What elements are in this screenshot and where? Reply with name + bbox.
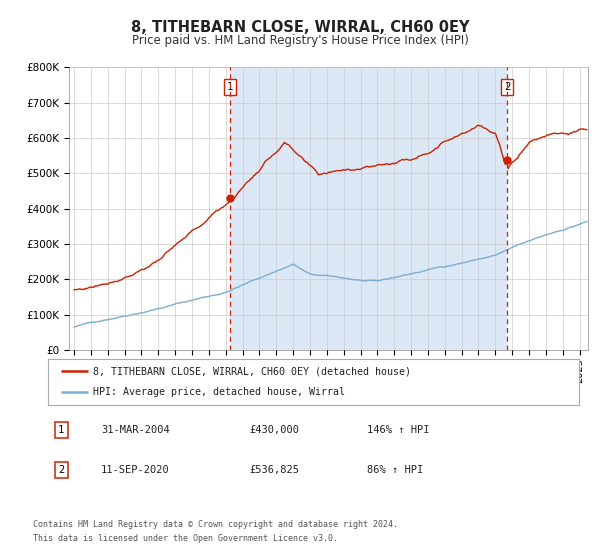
Text: 2: 2	[58, 465, 64, 475]
Text: 31-MAR-2004: 31-MAR-2004	[101, 425, 170, 435]
Text: 86% ↑ HPI: 86% ↑ HPI	[367, 465, 423, 475]
Text: This data is licensed under the Open Government Licence v3.0.: This data is licensed under the Open Gov…	[33, 534, 338, 543]
Text: £430,000: £430,000	[250, 425, 300, 435]
Text: 8, TITHEBARN CLOSE, WIRRAL, CH60 0EY: 8, TITHEBARN CLOSE, WIRRAL, CH60 0EY	[131, 20, 469, 35]
Bar	[230, 67, 507, 350]
Text: Price paid vs. HM Land Registry's House Price Index (HPI): Price paid vs. HM Land Registry's House …	[131, 34, 469, 46]
Text: 1: 1	[58, 425, 64, 435]
Text: Contains HM Land Registry data © Crown copyright and database right 2024.: Contains HM Land Registry data © Crown c…	[33, 520, 398, 529]
Text: 11-SEP-2020: 11-SEP-2020	[101, 465, 170, 475]
Text: HPI: Average price, detached house, Wirral: HPI: Average price, detached house, Wirr…	[93, 388, 345, 398]
Text: 8, TITHEBARN CLOSE, WIRRAL, CH60 0EY (detached house): 8, TITHEBARN CLOSE, WIRRAL, CH60 0EY (de…	[93, 366, 411, 376]
Text: 2: 2	[504, 82, 511, 92]
Text: 146% ↑ HPI: 146% ↑ HPI	[367, 425, 429, 435]
Text: £536,825: £536,825	[250, 465, 300, 475]
Text: 1: 1	[227, 82, 233, 92]
